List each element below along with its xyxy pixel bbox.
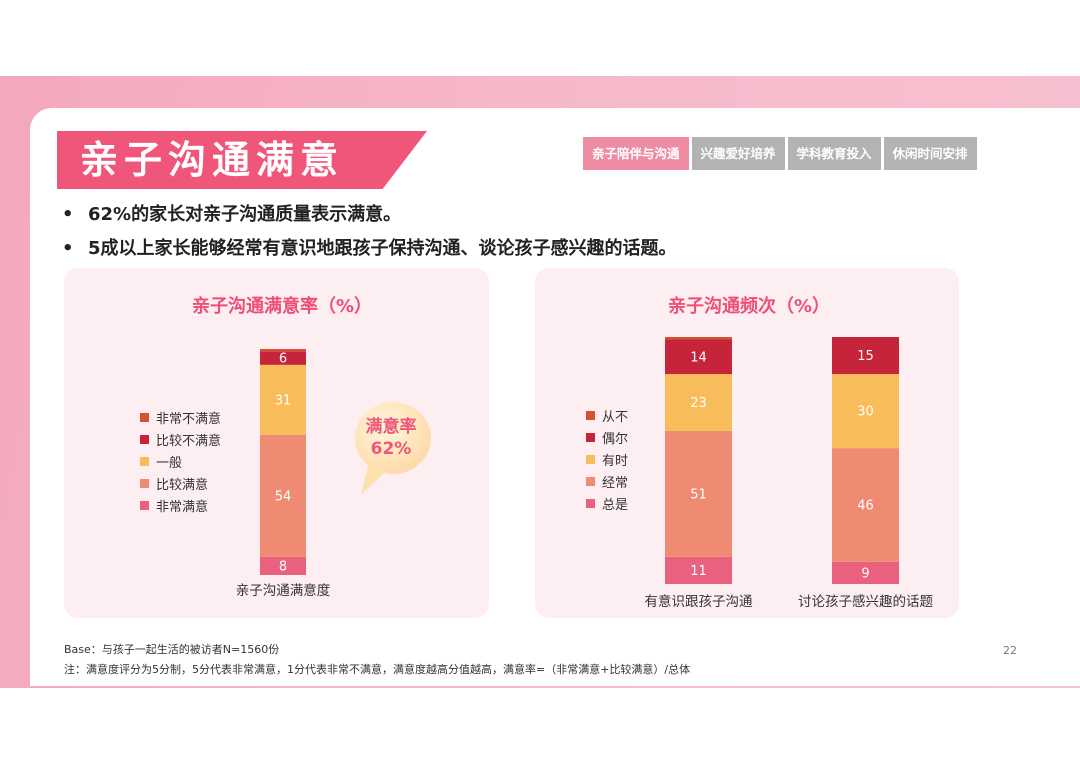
category-label: 亲子沟通满意度 xyxy=(236,582,331,599)
legend-swatch xyxy=(140,478,149,488)
category-label: 讨论孩子感兴趣的话题 xyxy=(798,593,933,610)
satisfaction-rate-bubble xyxy=(355,402,431,495)
bullet-dot: • xyxy=(62,204,74,225)
legend-label: 偶尔 xyxy=(602,431,629,447)
legend-item: 总是 xyxy=(586,492,628,514)
legend-item: 偶尔 xyxy=(586,426,628,448)
bar-segment xyxy=(665,337,732,340)
legend-swatch xyxy=(140,412,149,422)
legend-swatch xyxy=(586,498,595,508)
data-label: 15 xyxy=(857,349,874,364)
legend-label: 非常满意 xyxy=(156,499,209,515)
key-findings: • 62%的家长对亲子沟通质量表示满意。 • 5成以上家长能够经常有意识地跟孩子… xyxy=(62,198,677,266)
legend-swatch xyxy=(586,432,595,442)
legend-item: 一般 xyxy=(140,450,221,472)
bullet-item: • 62%的家长对亲子沟通质量表示满意。 xyxy=(62,198,677,232)
bar-segment xyxy=(260,351,306,365)
legend-label: 一般 xyxy=(156,455,183,471)
page-title: 亲子沟通满意 xyxy=(80,138,345,182)
data-label: 6 xyxy=(279,352,287,367)
legend-swatch xyxy=(140,500,149,510)
satisfaction-chart-title: 亲子沟通满意率（%） xyxy=(192,296,373,317)
legend-item: 非常不满意 xyxy=(140,406,221,428)
legend-swatch xyxy=(140,456,149,466)
legend-swatch xyxy=(140,434,149,444)
category-label: 有意识跟孩子沟通 xyxy=(645,593,753,610)
data-label: 11 xyxy=(690,564,707,579)
section-tabs: 亲子陪伴与沟通 兴趣爱好培养 学科教育投入 休闲时间安排 xyxy=(583,137,977,170)
tab-leisure-time[interactable]: 休闲时间安排 xyxy=(883,137,977,170)
tab-academic-investment[interactable]: 学科教育投入 xyxy=(787,137,881,170)
data-label: 23 xyxy=(690,396,707,411)
base-note: Base：与孩子一起生活的被访者N=1560份 xyxy=(64,643,280,656)
legend-label: 总是 xyxy=(602,497,629,513)
bar-segment xyxy=(832,374,899,449)
data-label: 51 xyxy=(690,487,707,502)
data-label: 30 xyxy=(857,405,874,420)
legend-swatch xyxy=(586,454,595,464)
bubble-line-2: 62% xyxy=(370,439,412,459)
frequency-legend: 从不 偶尔 有时 经常 总是 xyxy=(586,404,628,514)
page-number: 22 xyxy=(1003,644,1017,657)
methodology-note: 注：满意度评分为5分制，5分代表非常满意，1分代表非常不满意，满意度越高分值越高… xyxy=(64,663,691,676)
legend-label: 比较不满意 xyxy=(156,433,222,449)
legend-item: 有时 xyxy=(586,448,628,470)
legend-swatch xyxy=(586,476,595,486)
legend-item: 非常满意 xyxy=(140,494,221,516)
bullet-text: 62%的家长对亲子沟通质量表示满意。 xyxy=(88,204,402,225)
bullet-item: • 5成以上家长能够经常有意识地跟孩子保持沟通、谈论孩子感兴趣的话题。 xyxy=(62,232,677,266)
data-label: 54 xyxy=(275,489,292,504)
bar-segment xyxy=(260,349,306,352)
data-label: 46 xyxy=(857,498,874,513)
legend-item: 比较不满意 xyxy=(140,428,221,450)
data-label: 8 xyxy=(279,559,287,574)
legend-label: 非常不满意 xyxy=(156,411,222,427)
legend-item: 比较满意 xyxy=(140,472,221,494)
bubble-line-1: 满意率 xyxy=(365,417,417,437)
legend-swatch xyxy=(586,410,595,420)
legend-item: 经常 xyxy=(586,470,628,492)
satisfaction-rate-label: 满意率 62% xyxy=(355,416,427,460)
data-label: 31 xyxy=(275,393,292,408)
bar-segment xyxy=(832,337,899,375)
bullet-text: 5成以上家长能够经常有意识地跟孩子保持沟通、谈论孩子感兴趣的话题。 xyxy=(88,238,677,259)
legend-label: 比较满意 xyxy=(156,477,209,493)
satisfaction-legend: 非常不满意 比较不满意 一般 比较满意 非常满意 xyxy=(140,406,221,516)
frequency-chart-title: 亲子沟通频次（%） xyxy=(668,296,831,317)
bar-segment xyxy=(665,374,732,431)
bar-segment xyxy=(665,339,732,375)
legend-label: 有时 xyxy=(602,453,629,469)
legend-label: 从不 xyxy=(602,409,629,425)
legend-item: 从不 xyxy=(586,404,628,426)
bar-segment xyxy=(260,556,306,575)
bar-segment xyxy=(260,434,306,557)
bar-segment xyxy=(665,556,732,584)
title-banner xyxy=(57,131,427,189)
bar-segment xyxy=(665,430,732,557)
data-label: 9 xyxy=(861,566,869,581)
bar-segment xyxy=(260,364,306,435)
bar-segment xyxy=(832,561,899,584)
data-label: 14 xyxy=(690,350,707,365)
legend-label: 经常 xyxy=(602,475,629,491)
tab-parent-child-communication[interactable]: 亲子陪伴与沟通 xyxy=(583,137,689,170)
tab-interest-cultivation[interactable]: 兴趣爱好培养 xyxy=(691,137,785,170)
bar-segment xyxy=(832,448,899,562)
bullet-dot: • xyxy=(62,238,74,259)
